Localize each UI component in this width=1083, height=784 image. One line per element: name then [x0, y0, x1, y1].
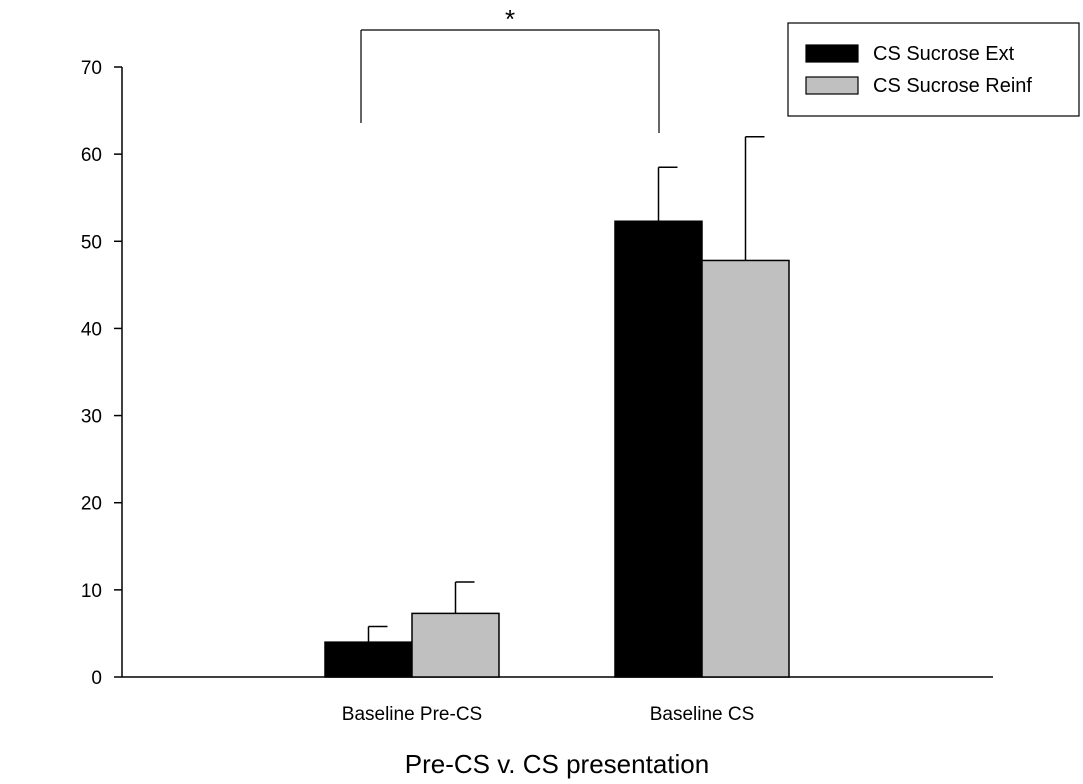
y-tick-label: 20: [81, 494, 102, 515]
y-tick-label: 70: [81, 58, 102, 79]
bar-reinf-1: [701, 259, 790, 678]
significance-star: *: [505, 4, 515, 34]
legend: CS Sucrose Ext CS Sucrose Reinf: [787, 22, 1080, 117]
y-tick-label: 30: [81, 407, 102, 428]
bar-reinf-0: [411, 612, 500, 678]
x-tick-label: Baseline CS: [650, 704, 755, 725]
y-tick-label: 50: [81, 232, 102, 253]
y-tick-label: 10: [81, 581, 102, 602]
legend-swatch: [805, 44, 859, 63]
y-tick-label: 40: [81, 319, 102, 340]
bars: [324, 220, 790, 678]
error-bars: [367, 135, 765, 643]
y-axis: 0 10 20 30 40 50 60 70: [81, 58, 123, 689]
x-axis-title: Pre-CS v. CS presentation: [405, 749, 709, 779]
legend-box: [787, 22, 1080, 117]
x-tick-label: Baseline Pre-CS: [342, 704, 482, 725]
y-tick-label: 0: [91, 668, 102, 689]
significance-bracket: *: [360, 4, 660, 133]
legend-label: CS Sucrose Ext: [873, 43, 1015, 65]
x-axis: Baseline Pre-CS Baseline CS: [122, 676, 993, 725]
legend-label: CS Sucrose Reinf: [873, 75, 1032, 97]
bar-ext-1: [614, 220, 703, 678]
bar-ext-0: [324, 641, 413, 678]
y-tick-label: 60: [81, 145, 102, 166]
legend-swatch: [805, 76, 859, 95]
